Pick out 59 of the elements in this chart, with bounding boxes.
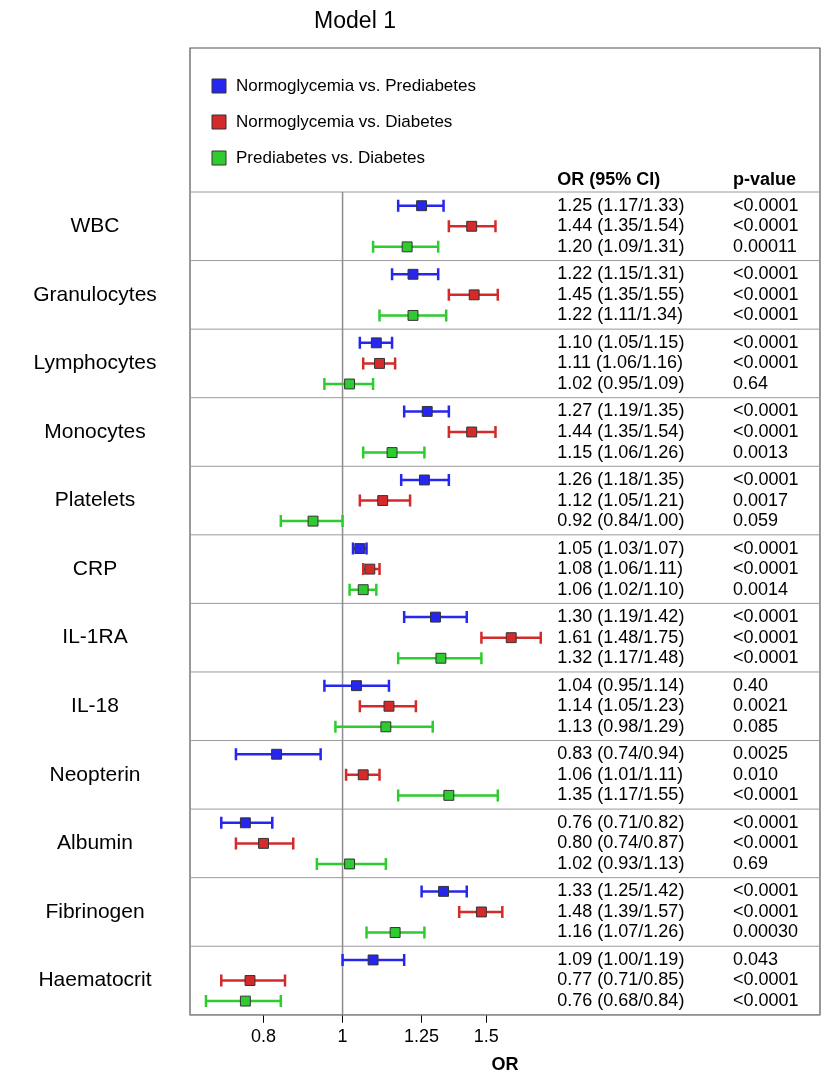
text: 1.61 (1.48/1.75) <0.0001	[557, 626, 799, 647]
text: 0.76 (0.71/0.82) <0.0001	[557, 811, 799, 832]
y-tick-label: CRP	[72, 555, 118, 579]
text: 1.22 (1.11/1.34) <0.0001	[557, 304, 799, 325]
x-axis-title: OR	[491, 1054, 519, 1075]
text: 1.12 (1.05/1.21) 0.0017	[557, 489, 789, 510]
text: 1.06 (1.01/1.11) 0.010	[557, 763, 779, 784]
x-tick-label: 0.8	[251, 1025, 277, 1046]
y-tick-label: Granulocytes	[33, 281, 157, 305]
text: 1.22 (1.15/1.31) <0.0001	[557, 263, 799, 284]
text: 1.05 (1.03/1.07) <0.0001	[557, 537, 799, 558]
text: 1.44 (1.35/1.54) <0.0001	[557, 215, 799, 236]
text: 1.44 (1.35/1.54) <0.0001	[557, 420, 799, 441]
text: 1.10 (1.05/1.15) <0.0001	[557, 331, 799, 352]
y-tick-label: Fibrinogen	[45, 898, 145, 922]
text: 1.09 (1.00/1.19) 0.043	[557, 948, 779, 969]
y-tick-label: Monocytes	[44, 418, 146, 442]
text: OR (95% CI)	[557, 168, 661, 189]
x-tick-label: 1	[337, 1025, 348, 1046]
text: 0.77 (0.71/0.85) <0.0001	[557, 969, 799, 990]
text: 0.92 (0.84/1.00) 0.059	[557, 510, 779, 531]
text: 1.33 (1.25/1.42) <0.0001	[557, 880, 799, 901]
legend-label: Normoglycemia vs. Prediabetes	[236, 75, 476, 95]
text: 1.02 (0.95/1.09) 0.64	[557, 372, 769, 393]
text: 0.80 (0.74/0.87) <0.0001	[557, 832, 799, 853]
text: 1.32 (1.17/1.48) <0.0001	[557, 647, 799, 668]
y-tick-label: Platelets	[54, 487, 136, 511]
y-tick-label: IL-1RA	[62, 624, 128, 648]
text: 1.35 (1.17/1.55) <0.0001	[557, 784, 799, 805]
chart-title: Model 1	[314, 7, 396, 34]
x-tick-label: 1.25	[404, 1025, 440, 1046]
text: 1.48 (1.39/1.57) <0.0001	[557, 900, 799, 921]
x-tick-label: 1.5	[473, 1025, 499, 1046]
text: 1.30 (1.19/1.42) <0.0001	[557, 606, 799, 627]
text: 1.15 (1.06/1.26) 0.0013	[557, 441, 789, 462]
text: 0.76 (0.68/0.84) <0.0001	[557, 990, 799, 1011]
text: 1.25 (1.17/1.33) <0.0001	[557, 194, 799, 215]
y-tick-label: IL-18	[71, 693, 119, 717]
text: 1.20 (1.09/1.31) 0.00011	[557, 235, 797, 256]
y-tick-label: Albumin	[57, 830, 133, 854]
text: 1.27 (1.19/1.35) <0.0001	[557, 400, 799, 421]
y-tick-label: WBC	[70, 213, 120, 237]
text: p-value	[733, 168, 797, 189]
text: 1.14 (1.05/1.23) 0.0021	[557, 695, 789, 716]
text: 1.11 (1.06/1.16) <0.0001	[557, 352, 799, 373]
y-tick-label: Lymphocytes	[33, 350, 157, 374]
text: 1.26 (1.18/1.35) <0.0001	[557, 468, 799, 489]
text: 1.06 (1.02/1.10) 0.0014	[557, 578, 789, 599]
text: 0.83 (0.74/0.94) 0.0025	[557, 743, 789, 764]
text: 1.08 (1.06/1.11) <0.0001	[557, 558, 799, 579]
legend-label: Prediabetes vs. Diabetes	[236, 147, 425, 167]
text: 1.13 (0.98/1.29) 0.085	[557, 715, 779, 736]
y-tick-label: Haematocrit	[38, 967, 152, 991]
legend-label: Normoglycemia vs. Diabetes	[236, 111, 453, 131]
text: 1.16 (1.07/1.26) 0.00030	[557, 921, 799, 942]
text: 1.02 (0.93/1.13) 0.69	[557, 852, 769, 873]
text: 1.45 (1.35/1.55) <0.0001	[557, 283, 799, 304]
y-tick-label: Neopterin	[49, 761, 141, 785]
text: 1.04 (0.95/1.14) 0.40	[557, 674, 769, 695]
